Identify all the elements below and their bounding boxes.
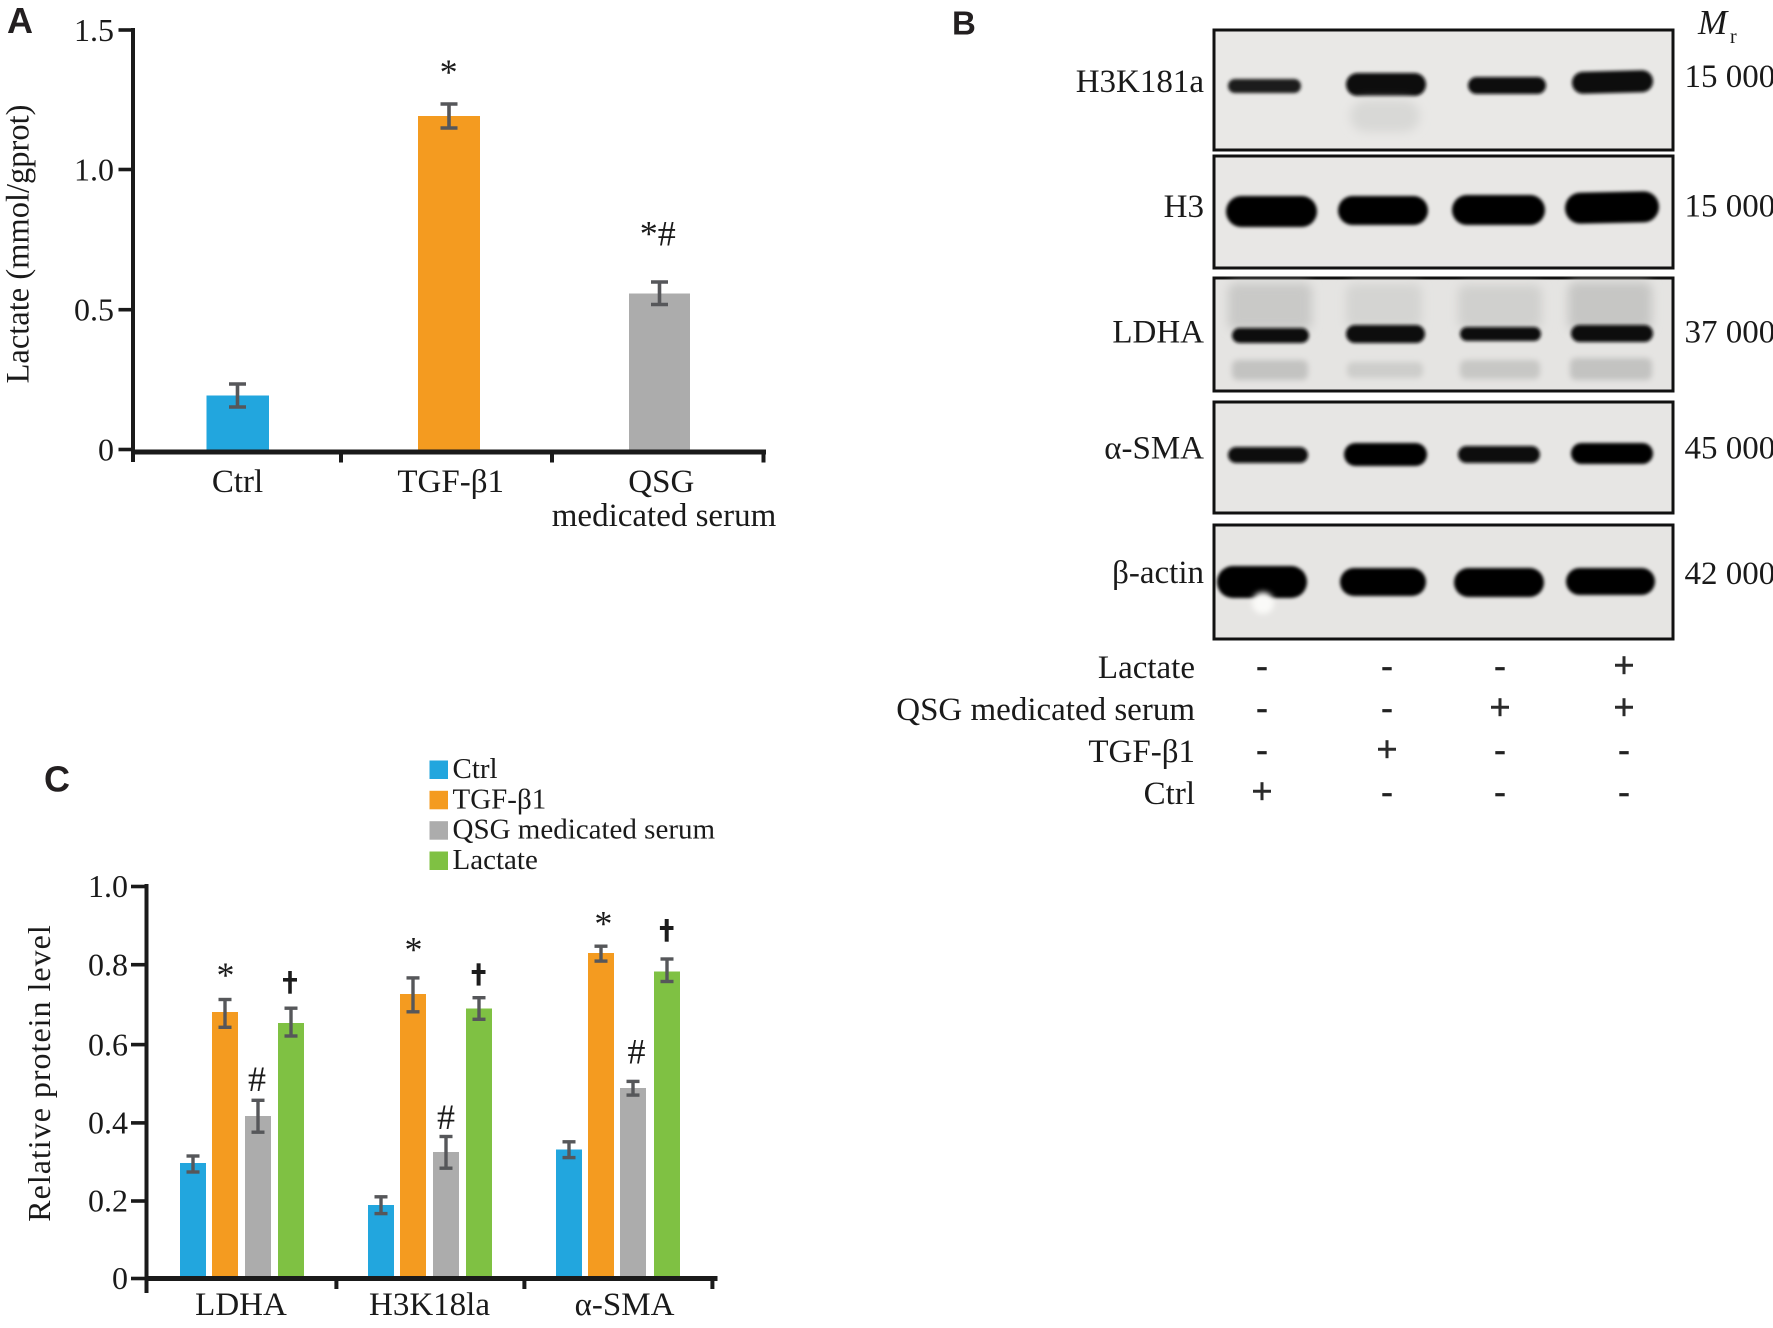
svg-text:β-actin: β-actin: [1112, 555, 1204, 591]
svg-text:0.8: 0.8: [88, 947, 128, 983]
svg-text:0.5: 0.5: [74, 292, 114, 328]
svg-text:1.5: 1.5: [74, 12, 114, 48]
svg-text:Ctrl: Ctrl: [1144, 776, 1195, 812]
svg-text:*: *: [217, 955, 235, 995]
svg-text:A: A: [7, 0, 33, 41]
svg-text:*: *: [440, 52, 458, 92]
svg-text:1.0: 1.0: [74, 152, 114, 188]
svg-text:*#: *#: [640, 213, 676, 253]
svg-text:Lactate: Lactate: [453, 844, 538, 876]
svg-text:M: M: [1697, 3, 1729, 42]
svg-text:Relative protein level: Relative protein level: [21, 924, 57, 1221]
svg-text:H3K18la: H3K18la: [369, 1287, 490, 1323]
svg-text:Ctrl: Ctrl: [453, 753, 498, 785]
svg-text:α-SMA: α-SMA: [1104, 431, 1204, 467]
svg-text:15 000: 15 000: [1685, 189, 1773, 225]
svg-text:45 000: 45 000: [1685, 431, 1773, 467]
svg-text:H3: H3: [1164, 189, 1204, 225]
svg-text:r: r: [1730, 26, 1737, 48]
svg-text:37 000: 37 000: [1685, 315, 1773, 351]
svg-text:QSG: QSG: [628, 464, 694, 500]
svg-text:LDHA: LDHA: [195, 1287, 287, 1323]
svg-text:0.2: 0.2: [88, 1183, 128, 1219]
svg-text:0.6: 0.6: [88, 1026, 128, 1062]
svg-text:α-SMA: α-SMA: [575, 1287, 675, 1323]
svg-text:#: #: [248, 1059, 266, 1099]
svg-text:H3K181a: H3K181a: [1076, 64, 1205, 100]
svg-text:TGF-β1: TGF-β1: [453, 783, 547, 815]
svg-text:42 000: 42 000: [1685, 556, 1773, 592]
svg-text:TGF-β1: TGF-β1: [1088, 734, 1195, 770]
svg-text:B: B: [952, 5, 976, 42]
svg-text:15 000: 15 000: [1685, 59, 1773, 95]
svg-text:0: 0: [112, 1260, 128, 1296]
svg-text:C: C: [44, 759, 70, 800]
svg-text:*: *: [594, 903, 612, 943]
svg-text:1.0: 1.0: [88, 868, 128, 904]
svg-text:#: #: [437, 1097, 455, 1137]
svg-text:0.4: 0.4: [88, 1105, 128, 1141]
svg-text:TGF-β1: TGF-β1: [397, 464, 504, 500]
svg-text:#: #: [628, 1032, 646, 1072]
svg-text:*: *: [405, 929, 423, 969]
svg-text:medicated serum: medicated serum: [552, 498, 777, 534]
svg-text:Lactate: Lactate: [1098, 650, 1195, 686]
svg-text:Lactate (mmol/gprot): Lactate (mmol/gprot): [1, 105, 37, 384]
svg-text:QSG medicated serum: QSG medicated serum: [453, 814, 716, 846]
svg-text:0: 0: [98, 432, 114, 468]
svg-text:QSG medicated serum: QSG medicated serum: [896, 692, 1195, 728]
svg-text:Ctrl: Ctrl: [212, 464, 263, 500]
svg-text:LDHA: LDHA: [1112, 315, 1204, 351]
